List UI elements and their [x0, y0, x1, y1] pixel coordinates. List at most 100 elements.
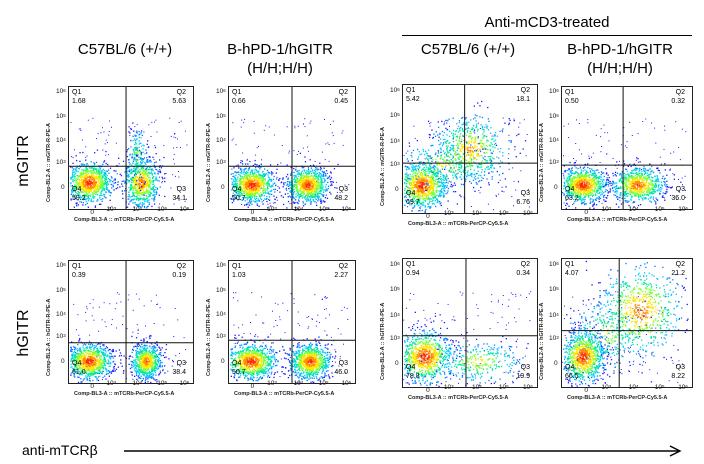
event-dot [309, 165, 312, 167]
event-dot [491, 176, 493, 178]
event-dot [138, 183, 140, 186]
event-dot [85, 175, 87, 178]
event-dot [329, 178, 331, 181]
event-dot [72, 157, 74, 159]
event-dot [266, 189, 268, 191]
event-dot [138, 179, 140, 181]
event-dot [96, 194, 99, 196]
event-dot [433, 185, 435, 188]
event-dot [139, 142, 141, 145]
event-dot [230, 197, 232, 200]
event-dot [235, 174, 237, 176]
event-dot [304, 183, 307, 185]
event-dot [231, 181, 233, 183]
event-dot [485, 144, 487, 147]
event-dot [495, 142, 497, 144]
event-dot [296, 154, 298, 155]
event-dot [247, 180, 249, 182]
event-dot [276, 199, 278, 201]
event-dot [240, 167, 242, 170]
event-dot [406, 176, 408, 178]
event-dot [87, 198, 90, 200]
event-dot [440, 191, 442, 193]
event-dot [425, 208, 427, 211]
event-dot [312, 200, 315, 202]
event-dot [98, 176, 100, 178]
event-dot [274, 191, 276, 193]
event-dot [134, 154, 136, 156]
event-dot [246, 177, 248, 179]
event-dot [247, 206, 249, 208]
event-dot [443, 189, 445, 191]
event-dot [84, 180, 87, 182]
event-dot [268, 199, 271, 201]
event-dot [436, 182, 438, 184]
event-dot [309, 189, 311, 191]
event-dot [437, 175, 439, 177]
event-dot [140, 163, 142, 165]
event-dot [311, 175, 313, 177]
event-dot [139, 189, 142, 192]
event-dot [324, 201, 326, 203]
event-dot [164, 177, 166, 179]
event-dot [134, 171, 136, 173]
event-dot [253, 132, 255, 134]
event-dot [268, 126, 270, 128]
event-dot [78, 194, 80, 196]
event-dot [412, 187, 414, 189]
event-dot [418, 177, 421, 179]
event-dot [477, 153, 479, 155]
event-dot [266, 197, 268, 200]
event-dot [298, 196, 300, 198]
event-dot [86, 155, 88, 157]
event-dot [89, 184, 91, 186]
event-dot [86, 182, 89, 185]
event-dot [140, 156, 142, 159]
event-dot [116, 165, 118, 167]
event-dot [418, 204, 420, 207]
event-dot [139, 173, 142, 176]
event-dot [248, 181, 250, 183]
quadrant-q2-value: 5.63 [172, 98, 186, 105]
column-header-1-line1: C57BL/6 (+/+) [77, 41, 173, 58]
event-dot [79, 172, 82, 174]
event-dot [307, 190, 309, 192]
event-dot [241, 181, 243, 183]
event-dot [270, 172, 272, 174]
event-dot [409, 168, 411, 170]
event-dot [84, 179, 86, 182]
event-dot [307, 177, 310, 179]
event-dot [318, 186, 320, 188]
event-dot [143, 131, 145, 133]
event-dot [243, 195, 245, 197]
event-dot [431, 195, 433, 197]
event-dot [449, 125, 450, 127]
event-dot [141, 162, 144, 164]
event-dot [242, 184, 244, 187]
event-dot [421, 182, 423, 184]
event-dot [136, 155, 138, 157]
event-dot [513, 120, 515, 122]
event-dot [250, 198, 252, 200]
event-dot [138, 204, 140, 207]
event-dot [294, 169, 297, 171]
event-dot [155, 161, 157, 163]
event-dot [250, 181, 252, 183]
event-dot [140, 180, 142, 182]
event-dot [85, 194, 87, 197]
event-dot [91, 178, 93, 181]
event-dot [146, 195, 148, 197]
event-dot [419, 198, 421, 200]
event-dot [298, 181, 300, 183]
event-dot [84, 183, 87, 185]
event-dot [446, 186, 448, 188]
event-dot [447, 190, 449, 192]
event-dot [249, 197, 252, 199]
event-dot [143, 145, 145, 147]
event-dot [72, 185, 73, 186]
event-dot [142, 192, 144, 194]
event-dot [306, 186, 308, 189]
event-dot [274, 182, 276, 184]
event-dot [478, 181, 480, 183]
event-dot [295, 185, 297, 187]
